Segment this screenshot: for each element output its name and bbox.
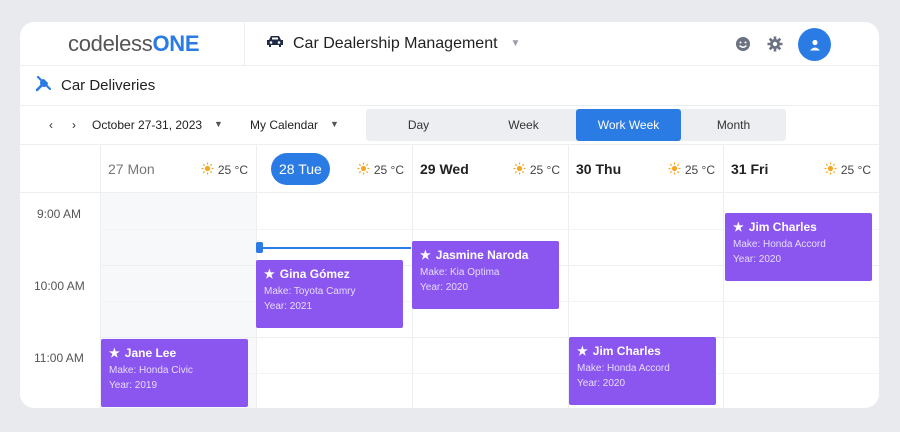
view-switcher: Day Week Work Week Month: [366, 109, 786, 141]
view-day-button[interactable]: Day: [407, 118, 430, 132]
user-avatar[interactable]: [798, 28, 831, 61]
sun-icon: [201, 162, 214, 178]
day-header[interactable]: 30 Thu 25 °C: [568, 145, 723, 193]
day-header[interactable]: 28 Tue 25 °C: [256, 145, 412, 193]
day-header[interactable]: 29 Wed 25 °C: [412, 145, 568, 193]
event-make: Make: Honda Accord: [733, 239, 826, 250]
event-card[interactable]: ★ Jasmine Naroda Make: Kia Optima Year: 2…: [412, 241, 559, 309]
car-icon: [266, 34, 284, 53]
weather: 25 °C: [668, 162, 715, 178]
event-make: Make: Honda Accord: [577, 363, 670, 374]
day-label: 29 Wed: [420, 161, 469, 177]
day-label-today: 28 Tue: [271, 153, 330, 185]
time-column-header: [20, 145, 100, 193]
page-header: Car Deliveries: [20, 66, 879, 106]
event-year: Year: 2021: [264, 301, 313, 312]
view-month-button[interactable]: Month: [716, 118, 751, 132]
star-icon: ★: [733, 220, 744, 234]
day-header[interactable]: 31 Fri 25 °C: [723, 145, 879, 193]
weather: 25 °C: [357, 162, 404, 178]
event-card[interactable]: ★ Gina Gómez Make: Toyota Camry Year: 202…: [256, 260, 403, 328]
sun-icon: [357, 162, 370, 178]
star-icon: ★: [109, 346, 120, 360]
event-card[interactable]: ★ Jim Charles Make: Honda Accord Year: 20…: [725, 213, 872, 281]
half-hour-line: [100, 373, 879, 374]
calendar-select[interactable]: My Calendar: [250, 118, 319, 132]
day-column[interactable]: [723, 193, 879, 408]
sun-icon: [668, 162, 681, 178]
chevron-down-icon[interactable]: ▼: [214, 119, 223, 129]
current-time-marker: [256, 242, 263, 253]
event-make: Make: Kia Optima: [420, 267, 500, 278]
event-make: Make: Honda Civic: [109, 365, 193, 376]
star-icon: ★: [420, 248, 431, 262]
day-header[interactable]: 27 Mon 25 °C: [100, 145, 256, 193]
day-column[interactable]: [568, 193, 723, 408]
event-year: Year: 2020: [420, 282, 469, 293]
view-work-week-button[interactable]: Work Week: [576, 109, 681, 141]
tools-icon: [35, 75, 52, 96]
user-icon: [809, 39, 820, 50]
current-time-line: [258, 247, 411, 249]
weather: 25 °C: [513, 162, 560, 178]
logo: codelessONE: [68, 31, 200, 56]
day-label: 30 Thu: [576, 161, 622, 177]
app-title: Car Dealership Management: [293, 34, 498, 52]
page-title: Car Deliveries: [61, 77, 156, 94]
hour-line: [100, 337, 879, 338]
star-icon: ★: [577, 344, 588, 358]
half-hour-line: [100, 229, 879, 230]
event-card[interactable]: ★ Jim Charles Make: Honda Accord Year: 20…: [569, 337, 716, 405]
chevron-left-icon[interactable]: ‹: [49, 118, 53, 132]
chevron-down-icon[interactable]: ▼: [330, 119, 339, 129]
chevron-down-icon: ▼: [510, 38, 521, 49]
sun-icon: [513, 162, 526, 178]
event-make: Make: Toyota Camry: [264, 286, 356, 297]
weather: 25 °C: [201, 162, 248, 178]
top-bar: codelessONE Car Dealership Management ▼: [20, 22, 879, 66]
app-window: codelessONE Car Dealership Management ▼ …: [20, 22, 879, 408]
view-week-button[interactable]: Week: [508, 118, 539, 132]
event-card[interactable]: ★ Jane Lee Make: Honda Civic Year: 2019: [101, 339, 248, 407]
smiley-icon[interactable]: [734, 35, 752, 53]
day-label: 27 Mon: [108, 161, 155, 177]
time-label: 11:00 AM: [34, 351, 84, 365]
divider: [244, 22, 245, 66]
time-label: 10:00 AM: [34, 279, 85, 293]
sun-icon: [824, 162, 837, 178]
gear-icon[interactable]: [766, 35, 784, 53]
star-icon: ★: [264, 267, 275, 281]
time-label: 9:00 AM: [37, 207, 82, 221]
calendar-toolbar: ‹ › October 27-31, 2023 ▼ My Calendar ▼ …: [20, 106, 879, 145]
weather: 25 °C: [824, 162, 871, 178]
calendar-grid: 27 Mon 25 °C 28 Tue 25 °C 29 Wed 25 °C 3…: [20, 145, 879, 408]
app-switcher[interactable]: Car Dealership Management ▼: [266, 34, 520, 53]
date-range-picker[interactable]: October 27-31, 2023: [92, 118, 203, 132]
event-year: Year: 2020: [577, 378, 626, 389]
day-label: 31 Fri: [731, 161, 769, 177]
chevron-right-icon[interactable]: ›: [72, 118, 76, 132]
event-year: Year: 2020: [733, 254, 782, 265]
event-year: Year: 2019: [109, 380, 158, 391]
